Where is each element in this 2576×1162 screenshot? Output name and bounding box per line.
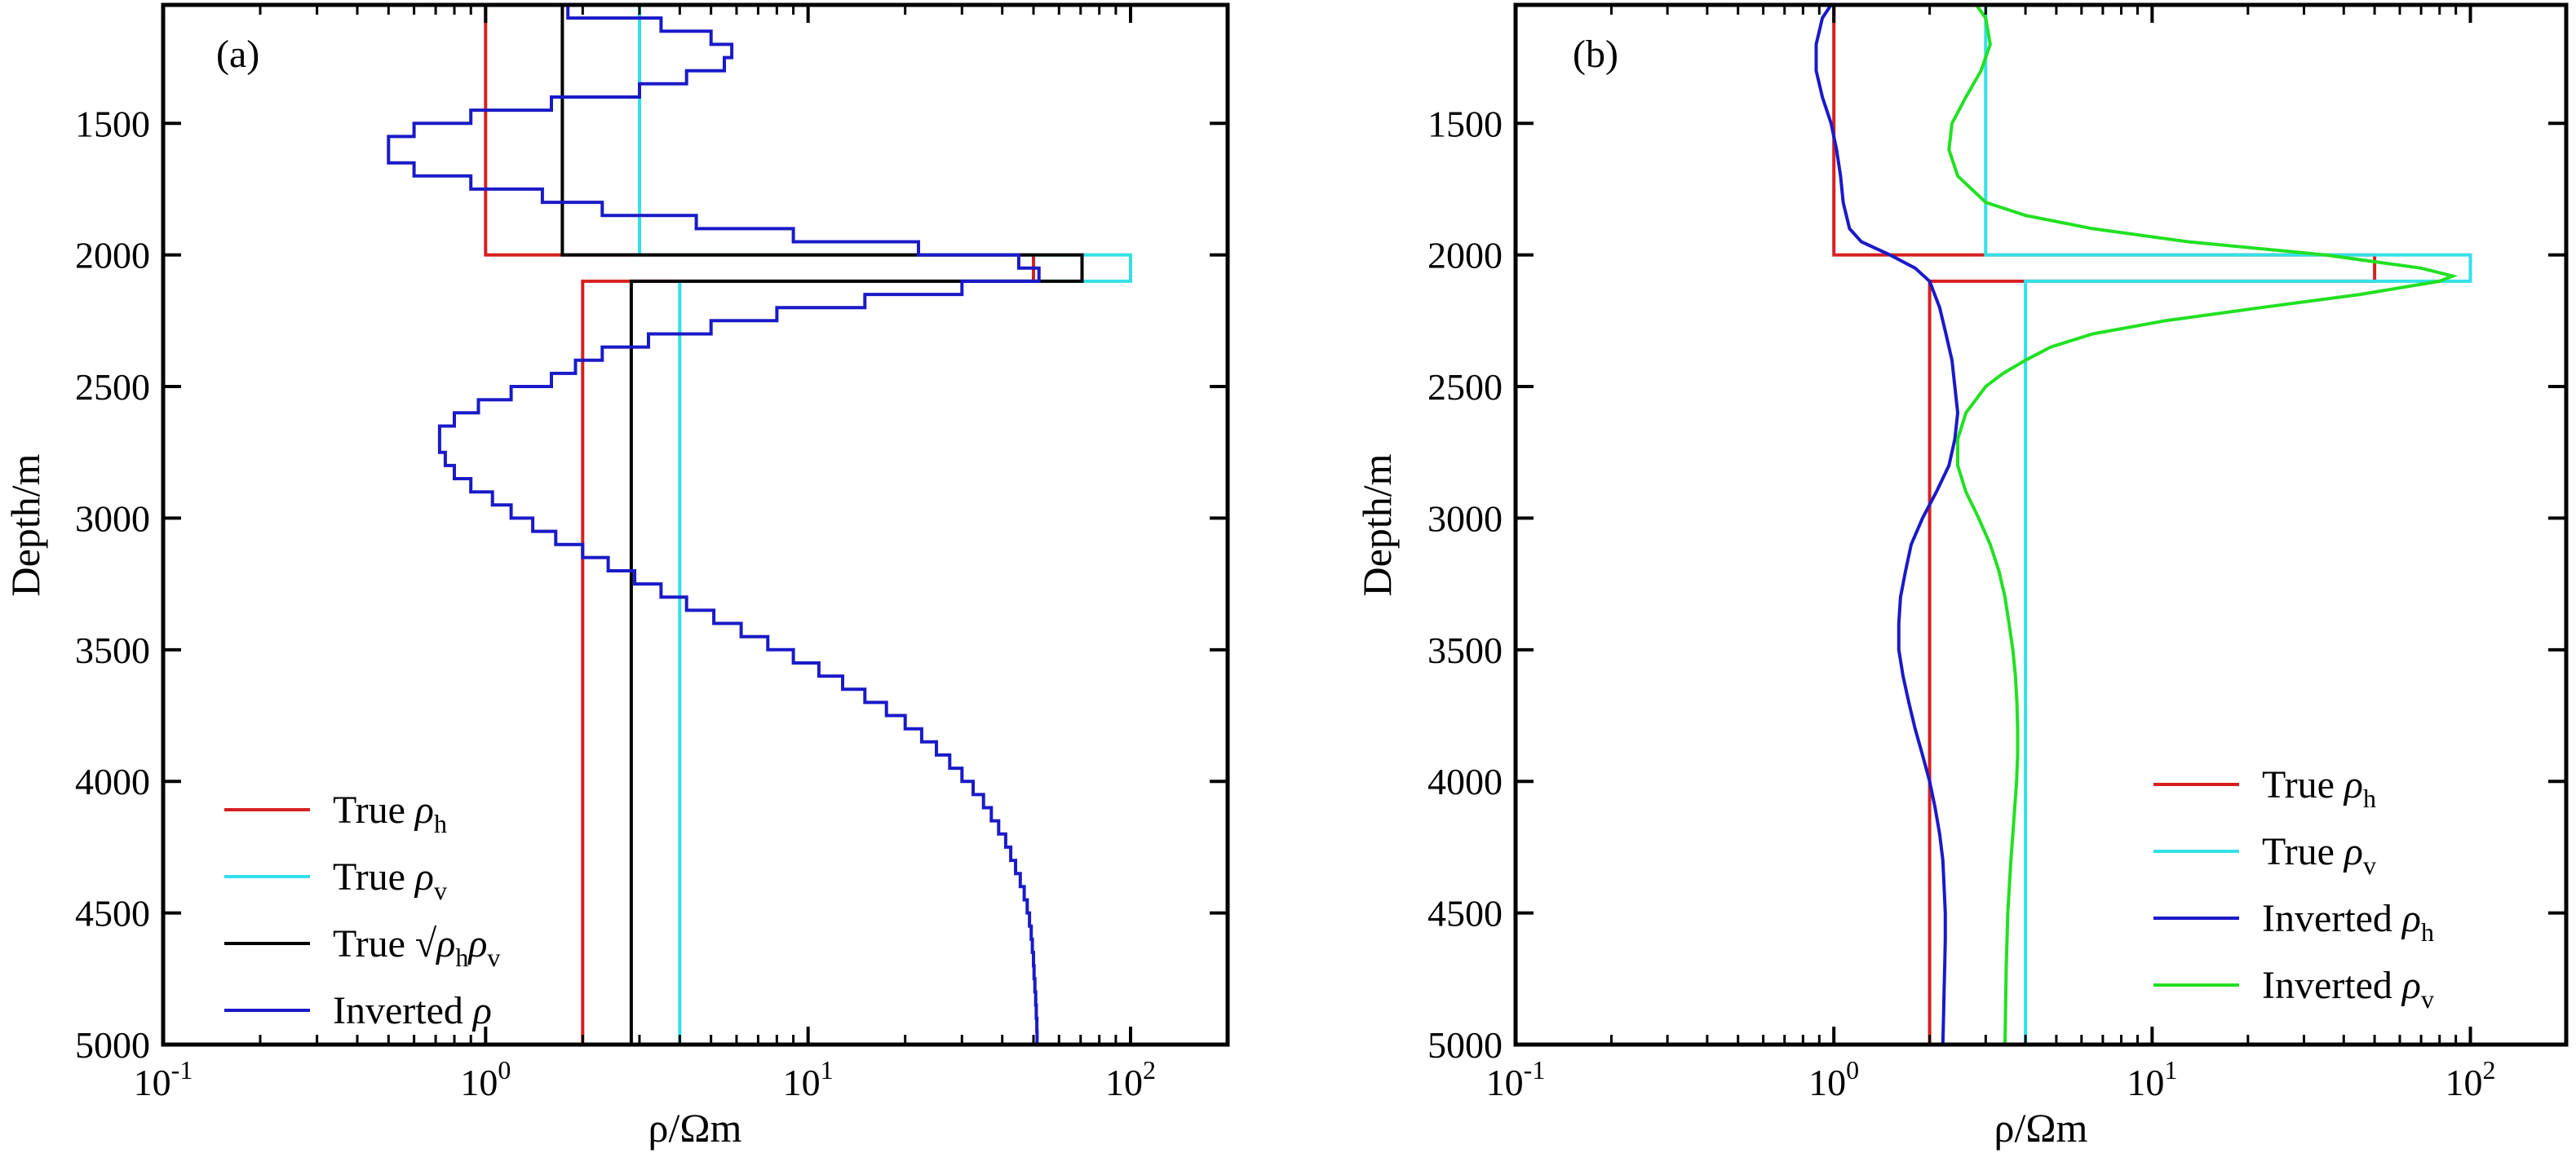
series-line-a-2 <box>560 5 1084 1045</box>
x-tick-label-a-3: 102 <box>1105 1055 1156 1103</box>
y-tick-label-a-5: 4000 <box>75 761 150 802</box>
plot-frame-a <box>161 2 1230 1047</box>
y-tick-label-a-2: 2500 <box>75 366 150 408</box>
x-tick-label-a-1: 100 <box>460 1055 511 1103</box>
y-axis-label-a: Depth/m <box>2 453 48 596</box>
series-line-b-2 <box>1814 5 1960 1045</box>
panel-label-a: (a) <box>216 33 259 76</box>
plot-area-a <box>387 5 1132 1045</box>
legend-b: True ρh True ρv Inverted ρh Inverted ρv <box>2153 763 2434 1014</box>
x-tick-label-b-3: 102 <box>2445 1055 2496 1103</box>
series-line-b-3 <box>1947 5 2459 1045</box>
y-tick-label-b-6: 4500 <box>1427 893 1503 934</box>
legend-label-a-0: True ρh <box>333 789 447 838</box>
series-line-b-0 <box>1832 5 2377 1045</box>
legend-label-a-3: Inverted ρ <box>333 989 492 1032</box>
x-tick-label-b-1: 100 <box>1808 1055 1859 1103</box>
legend-label-a-1: True ρv <box>333 855 447 905</box>
legend-a: True ρh True ρv True √ρhρv Inverted ρ <box>224 789 500 1032</box>
x-axis-label-b: ρ/Ωm <box>1994 1105 2088 1151</box>
x-tick-label-b-0: 10-1 <box>1486 1055 1546 1103</box>
legend-label-b-0: True ρh <box>2262 763 2376 813</box>
x-tick-label-b-2: 101 <box>2127 1055 2177 1103</box>
x-tick-label-a-2: 101 <box>783 1055 834 1103</box>
y-tick-label-a-3: 3000 <box>75 497 150 539</box>
y-tick-label-a-4: 3500 <box>75 630 150 671</box>
series-line-a-3 <box>387 5 1041 1045</box>
legend-label-b-3: Inverted ρv <box>2262 964 2434 1014</box>
series-line-a-1 <box>638 5 1132 1045</box>
x-tick-label-a-0: 10-1 <box>134 1055 193 1103</box>
x-axis-label-a: ρ/Ωm <box>648 1105 742 1151</box>
y-tick-label-b-1: 2000 <box>1427 235 1503 276</box>
legend-label-b-1: True ρv <box>2262 830 2376 880</box>
series-line-b-1 <box>1984 5 2472 1045</box>
y-tick-label-a-1: 2000 <box>75 235 150 276</box>
panel-a: (a) Depth/m ρ/Ωm 1500 2000 2500 3000 3500 400… <box>2 2 1230 1151</box>
y-tick-label-a-0: 1500 <box>75 103 150 144</box>
y-tick-label-b-5: 4000 <box>1427 761 1503 802</box>
plot-area-b <box>1814 5 2472 1045</box>
x-ticks-b: 10-1 100 101 102 <box>1486 5 2496 1103</box>
y-ticks-a: 1500 2000 2500 3000 3500 4000 4500 5000 <box>75 103 1228 1066</box>
y-tick-label-b-4: 3500 <box>1427 630 1503 671</box>
y-tick-label-a-6: 4500 <box>75 893 150 934</box>
y-tick-label-b-0: 1500 <box>1427 103 1503 144</box>
y-tick-label-a-7: 5000 <box>75 1024 150 1066</box>
y-tick-label-b-7: 5000 <box>1427 1024 1503 1066</box>
x-ticks-a: 10-1 100 101 102 <box>134 5 1156 1103</box>
plot-frame-b <box>1513 2 2569 1047</box>
series-line-a-0 <box>484 5 1035 1045</box>
y-axis-label-b: Depth/m <box>1354 453 1400 596</box>
panel-label-b: (b) <box>1573 33 1618 76</box>
panel-b: (b) Depth/m ρ/Ωm 1500 2000 2500 3000 3500 400… <box>1354 2 2569 1151</box>
legend-label-b-2: Inverted ρh <box>2262 897 2434 947</box>
y-tick-label-b-2: 2500 <box>1427 366 1503 408</box>
legend-label-a-2: True √ρhρv <box>333 922 500 972</box>
y-tick-label-b-3: 3000 <box>1427 497 1503 539</box>
y-ticks-b: 1500 2000 2500 3000 3500 4000 4500 5000 <box>1427 103 2566 1066</box>
